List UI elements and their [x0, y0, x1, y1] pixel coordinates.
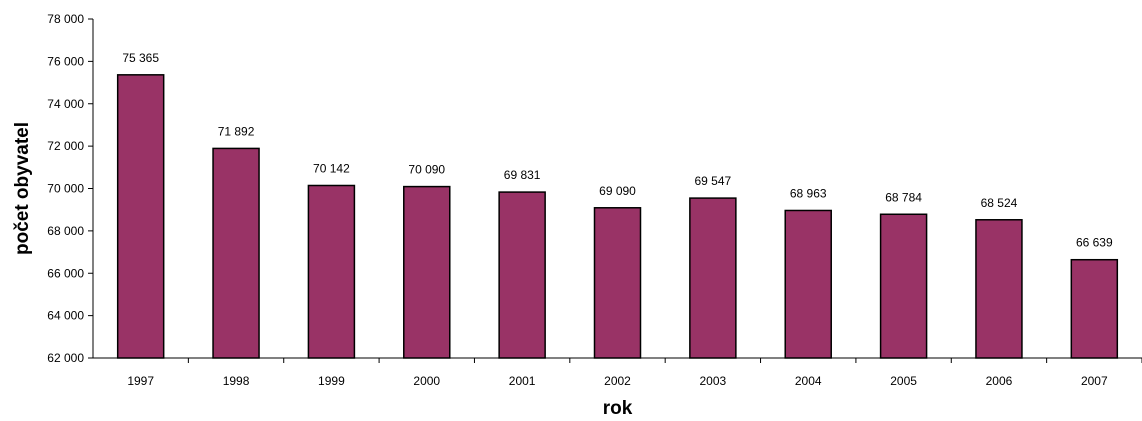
x-tick-label-2002: 2002	[604, 374, 631, 388]
x-tick-label-2003: 2003	[700, 374, 727, 388]
data-label-1999: 70 142	[313, 161, 350, 175]
bar-2007	[1070, 258, 1119, 359]
bar-2001	[498, 191, 546, 359]
bar-1998	[212, 147, 260, 359]
x-tick-label-1998: 1998	[223, 374, 250, 388]
bar-1999	[307, 184, 356, 359]
data-label-1998: 71 892	[218, 124, 255, 138]
x-tick-label-2005: 2005	[890, 374, 917, 388]
x-tick-label-1997: 1997	[127, 374, 154, 388]
x-tick-label-2007: 2007	[1081, 374, 1108, 388]
bar-2004	[784, 209, 832, 359]
data-label-2000: 70 090	[408, 163, 445, 177]
y-tick-label: 66 000	[47, 266, 84, 280]
x-axis-title: rok	[603, 398, 633, 419]
y-tick-label: 72 000	[47, 139, 84, 153]
data-label-2002: 69 090	[599, 184, 636, 198]
bar-2006	[975, 219, 1023, 359]
data-label-2007: 66 639	[1076, 236, 1113, 250]
y-tick-label: 78 000	[47, 12, 84, 26]
data-label-2006: 68 524	[981, 196, 1018, 210]
bar-2000	[403, 185, 451, 359]
y-tick-label: 64 000	[47, 309, 84, 323]
x-tick-label-2004: 2004	[795, 374, 822, 388]
bar-2002	[593, 207, 642, 359]
data-label-2001: 69 831	[504, 168, 541, 182]
y-tick-label: 74 000	[47, 97, 84, 111]
data-label-2005: 68 784	[885, 190, 922, 204]
data-labels: 75 365 71 892 70 142 70 090 69 831 69 090 69 5…	[122, 51, 1113, 250]
y-axis-title: počet obyvatel	[12, 122, 33, 255]
y-tick-label: 68 000	[47, 224, 84, 238]
bar-1997	[116, 74, 165, 359]
x-tick-label-2001: 2001	[509, 374, 536, 388]
y-tick-label: 70 000	[47, 182, 84, 196]
data-label-2004: 68 963	[790, 186, 827, 200]
y-axis-ticks: 62 000 64 000 66 000 68 000 70 000 72 000 74 0…	[47, 12, 93, 365]
x-tick-label-1999: 1999	[318, 374, 345, 388]
bars	[116, 74, 1119, 359]
bar-2005	[879, 213, 928, 359]
x-axis-ticks: 1997 1998 1999 2000 2001 2002 2003 2004 2005 2006…	[127, 358, 1142, 388]
x-tick-label-2006: 2006	[986, 374, 1013, 388]
y-tick-label: 62 000	[47, 351, 84, 365]
bar-2003	[689, 197, 737, 359]
data-label-2003: 69 547	[695, 174, 732, 188]
y-tick-label: 76 000	[47, 54, 84, 68]
x-tick-label-2000: 2000	[413, 374, 440, 388]
data-label-1997: 75 365	[122, 51, 159, 65]
